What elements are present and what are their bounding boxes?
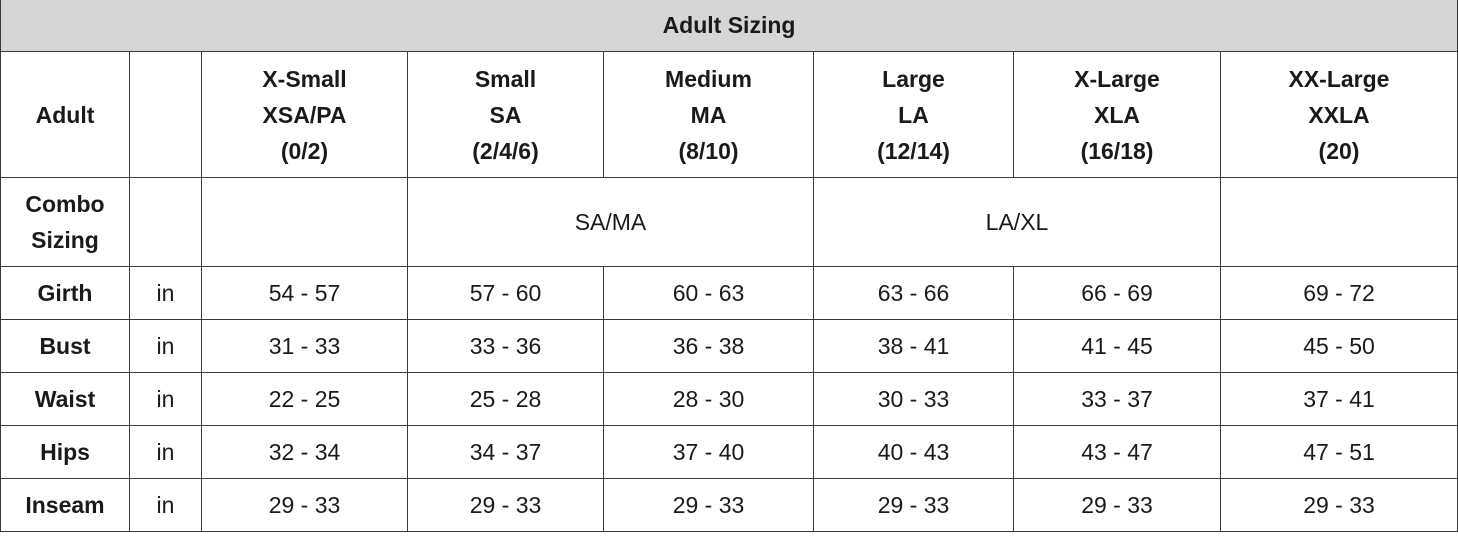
combo-group-la-xl: LA/XL: [813, 177, 1221, 267]
size-numeric: (16/18): [1080, 137, 1154, 164]
size-code: LA: [898, 101, 929, 128]
size-name: XX-Large: [1288, 65, 1390, 92]
size-code: XLA: [1094, 101, 1140, 128]
table-row: Waist in 22 - 25 25 - 28 28 - 30 30 - 33…: [0, 372, 1458, 426]
unit-cell: in: [129, 425, 202, 479]
value-cell: 41 - 45: [1013, 319, 1221, 373]
value-cell: 69 - 72: [1220, 266, 1458, 320]
value-cell: 30 - 33: [813, 372, 1014, 426]
combo-label-line2: Sizing: [31, 227, 99, 253]
size-header-xsmall: X-Small XSA/PA (0/2): [201, 51, 408, 178]
row-label-waist: Waist: [0, 372, 130, 426]
value-cell: 43 - 47: [1013, 425, 1221, 479]
unit-cell: in: [129, 478, 202, 532]
combo-unit-empty: [129, 177, 202, 267]
value-cell: 57 - 60: [407, 266, 604, 320]
unit-cell: in: [129, 372, 202, 426]
value-cell: 47 - 51: [1220, 425, 1458, 479]
size-code: XXLA: [1308, 101, 1370, 128]
value-cell: 66 - 69: [1013, 266, 1221, 320]
size-numeric: (8/10): [678, 137, 739, 164]
size-name: Large: [882, 65, 945, 92]
value-cell: 29 - 33: [1220, 478, 1458, 532]
unit-cell: in: [129, 266, 202, 320]
combo-label-line1: Combo: [25, 191, 105, 217]
combo-cell-empty: [1220, 177, 1458, 267]
size-header-xlarge: X-Large XLA (16/18): [1013, 51, 1221, 178]
size-header-xxlarge: XX-Large XXLA (20): [1220, 51, 1458, 178]
value-cell: 29 - 33: [603, 478, 814, 532]
value-cell: 33 - 36: [407, 319, 604, 373]
size-code: XSA/PA: [262, 101, 347, 128]
value-cell: 37 - 41: [1220, 372, 1458, 426]
size-name: Medium: [665, 65, 752, 92]
value-cell: 32 - 34: [201, 425, 408, 479]
row-label-inseam: Inseam: [0, 478, 130, 532]
unit-cell: in: [129, 319, 202, 373]
row-label-girth: Girth: [0, 266, 130, 320]
value-cell: 22 - 25: [201, 372, 408, 426]
table-row: Bust in 31 - 33 33 - 36 36 - 38 38 - 41 …: [0, 319, 1458, 373]
value-cell: 45 - 50: [1220, 319, 1458, 373]
size-name: Small: [474, 65, 537, 92]
value-cell: 29 - 33: [1013, 478, 1221, 532]
value-cell: 60 - 63: [603, 266, 814, 320]
unit-header-empty: [129, 51, 202, 178]
combo-sizing-label: Combo Sizing: [0, 177, 130, 267]
size-code: SA: [489, 101, 522, 128]
size-header-large: Large LA (12/14): [813, 51, 1014, 178]
value-cell: 54 - 57: [201, 266, 408, 320]
size-name: X-Small: [262, 65, 347, 92]
table-row: Girth in 54 - 57 57 - 60 60 - 63 63 - 66…: [0, 266, 1458, 320]
value-cell: 34 - 37: [407, 425, 604, 479]
size-numeric: (2/4/6): [472, 137, 539, 164]
adult-header-label: Adult: [0, 51, 130, 178]
size-numeric: (12/14): [877, 137, 950, 164]
table-row: Inseam in 29 - 33 29 - 33 29 - 33 29 - 3…: [0, 478, 1458, 532]
value-cell: 29 - 33: [813, 478, 1014, 532]
size-code: MA: [690, 101, 727, 128]
value-cell: 29 - 33: [201, 478, 408, 532]
value-cell: 37 - 40: [603, 425, 814, 479]
row-label-bust: Bust: [0, 319, 130, 373]
value-cell: 33 - 37: [1013, 372, 1221, 426]
combo-cell-empty: [201, 177, 408, 267]
value-cell: 40 - 43: [813, 425, 1014, 479]
table-title: Adult Sizing: [0, 0, 1458, 52]
size-header-small: Small SA (2/4/6): [407, 51, 604, 178]
combo-group-sa-ma: SA/MA: [407, 177, 814, 267]
size-numeric: (0/2): [280, 137, 329, 164]
value-cell: 29 - 33: [407, 478, 604, 532]
value-cell: 63 - 66: [813, 266, 1014, 320]
value-cell: 25 - 28: [407, 372, 604, 426]
row-label-hips: Hips: [0, 425, 130, 479]
value-cell: 38 - 41: [813, 319, 1014, 373]
table-row: Hips in 32 - 34 34 - 37 37 - 40 40 - 43 …: [0, 425, 1458, 479]
size-name: X-Large: [1074, 65, 1160, 92]
size-numeric: (20): [1318, 137, 1360, 164]
value-cell: 31 - 33: [201, 319, 408, 373]
value-cell: 36 - 38: [603, 319, 814, 373]
size-header-medium: Medium MA (8/10): [603, 51, 814, 178]
value-cell: 28 - 30: [603, 372, 814, 426]
